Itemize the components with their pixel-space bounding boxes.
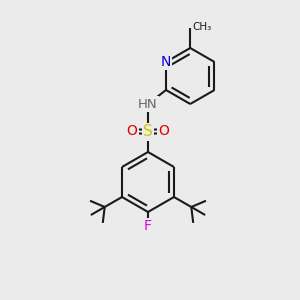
Text: F: F <box>144 219 152 233</box>
Text: S: S <box>143 124 153 140</box>
Text: N: N <box>161 55 171 69</box>
Text: O: O <box>127 124 137 138</box>
Text: HN: HN <box>138 98 158 110</box>
Text: CH₃: CH₃ <box>192 22 212 32</box>
Text: O: O <box>159 124 170 138</box>
